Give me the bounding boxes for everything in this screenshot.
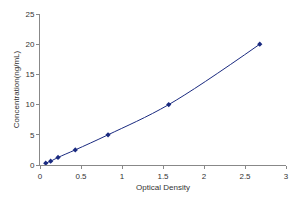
svg-text:1: 1 <box>120 172 125 181</box>
svg-text:Concentration(ng/mL): Concentration(ng/mL) <box>12 50 21 128</box>
svg-text:0: 0 <box>38 172 43 181</box>
svg-text:Optical Density: Optical Density <box>136 183 190 192</box>
svg-text:10: 10 <box>25 100 34 109</box>
svg-text:2: 2 <box>202 172 207 181</box>
svg-text:25: 25 <box>25 10 34 19</box>
svg-text:3: 3 <box>284 172 289 181</box>
svg-text:20: 20 <box>25 40 34 49</box>
svg-text:15: 15 <box>25 70 34 79</box>
svg-text:1.5: 1.5 <box>157 172 169 181</box>
svg-text:5: 5 <box>30 131 35 140</box>
svg-text:0.5: 0.5 <box>75 172 87 181</box>
svg-text:0: 0 <box>30 161 35 170</box>
svg-text:2.5: 2.5 <box>239 172 251 181</box>
